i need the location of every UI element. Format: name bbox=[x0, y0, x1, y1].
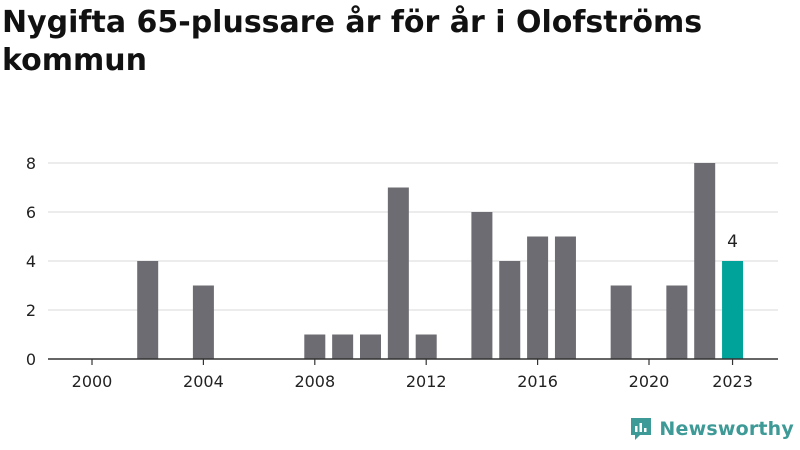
x-tick-label: 2008 bbox=[294, 372, 335, 391]
bar-2010 bbox=[360, 334, 381, 359]
bar-2023 bbox=[722, 261, 744, 359]
y-tick-label: 2 bbox=[26, 301, 36, 320]
x-tick-label: 2023 bbox=[712, 372, 753, 391]
bar-2011 bbox=[387, 187, 409, 359]
axes bbox=[48, 358, 778, 365]
newsworthy-logo-icon bbox=[631, 418, 652, 440]
tick-labels: 0 2 4 6 8 4 2000 2004 2008 2012 2016 2020 2023 bbox=[26, 154, 753, 391]
brand-name: Newsworthy bbox=[659, 418, 794, 440]
y-tick-label: 0 bbox=[26, 350, 36, 369]
bar-2021 bbox=[666, 285, 688, 359]
x-tick-label: 2000 bbox=[72, 372, 113, 391]
chart-title: Nygifta 65-plussare år för år i Olofströ… bbox=[2, 5, 703, 78]
bar-2009 bbox=[332, 334, 354, 359]
brand-logo: Newsworthy bbox=[629, 416, 794, 442]
bar-2004 bbox=[192, 285, 214, 359]
bar-2017 bbox=[554, 236, 576, 359]
bar-2002 bbox=[137, 261, 159, 359]
x-tick-label: 2016 bbox=[517, 372, 558, 391]
y-tick-label: 4 bbox=[26, 252, 36, 271]
x-tick-label: 2020 bbox=[629, 372, 670, 391]
bar-2019 bbox=[610, 285, 632, 359]
x-tick-label: 2004 bbox=[183, 372, 224, 391]
bar-2016 bbox=[527, 236, 549, 359]
y-tick-label: 8 bbox=[26, 154, 36, 173]
bar-2008 bbox=[304, 334, 326, 359]
data-label-2023: 4 bbox=[727, 232, 738, 252]
bar-2012 bbox=[415, 334, 437, 359]
bar-2022 bbox=[694, 163, 716, 359]
bar-2014 bbox=[471, 212, 493, 359]
gridlines bbox=[48, 162, 778, 311]
bar-2015 bbox=[499, 261, 521, 359]
x-tick-label: 2012 bbox=[406, 372, 447, 391]
y-tick-label: 6 bbox=[26, 203, 36, 222]
bars bbox=[137, 163, 744, 359]
